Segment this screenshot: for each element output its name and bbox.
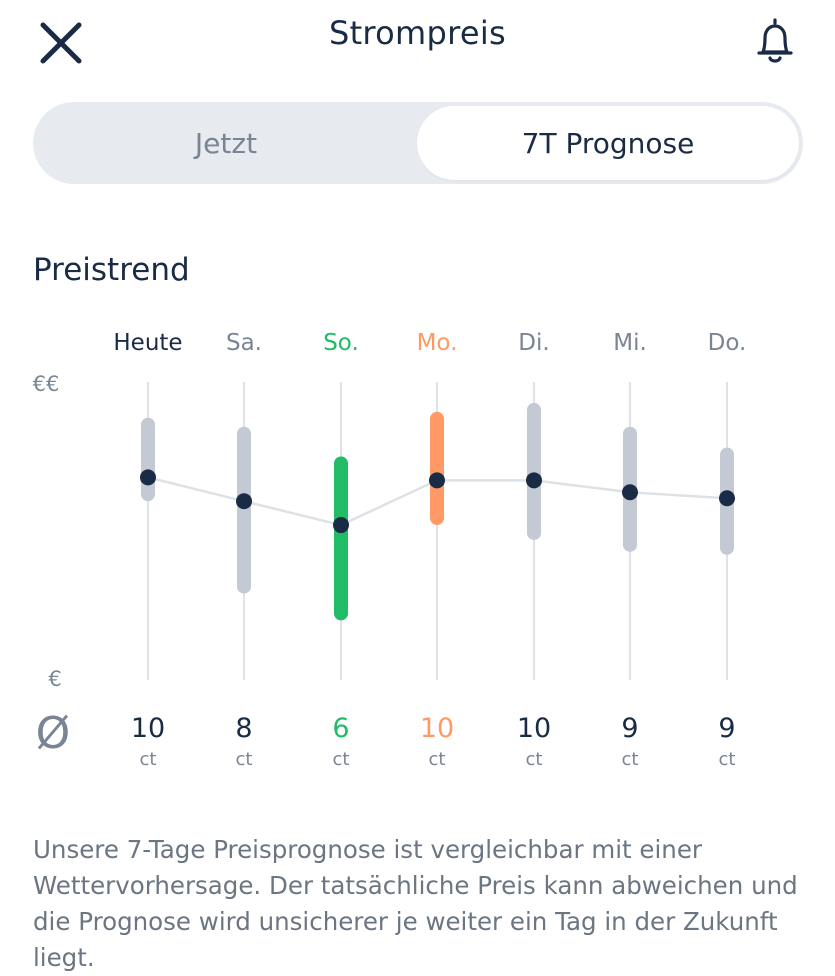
day-label: Sa. <box>226 330 262 356</box>
forecast-description: Unsere 7-Tage Preisprognose ist vergleic… <box>33 835 798 972</box>
average-price-dot <box>429 472 445 489</box>
day-label: So. <box>323 330 359 356</box>
price-range-bar <box>141 417 155 502</box>
day-label: Heute <box>113 330 182 356</box>
y-axis-low-label: € <box>48 667 61 691</box>
tab-jetzt[interactable]: Jetzt <box>194 126 258 160</box>
view-toggle: Jetzt 7T Prognose <box>33 102 803 184</box>
price-trend-chart: €€€Heute Sa. So. Mo. Di. Mi. Do.10ct8ct6ct10ct… <box>33 330 747 770</box>
average-price-dot <box>526 472 542 489</box>
notifications-button[interactable] <box>748 14 802 68</box>
close-icon <box>40 22 82 64</box>
average-symbol-icon: Ø <box>36 708 71 759</box>
bell-icon <box>757 18 793 63</box>
average-price-dot <box>333 517 349 534</box>
average-price-unit: ct <box>429 749 446 770</box>
day-label: Di. <box>518 330 549 356</box>
section-title: Preistrend <box>33 252 190 288</box>
average-price-unit: ct <box>622 749 639 770</box>
tab-7t-prognose[interactable]: 7T Prognose <box>417 106 799 180</box>
average-price-value: 9 <box>621 713 638 744</box>
price-range-bar <box>334 456 348 621</box>
top-bar: Strompreis <box>0 0 835 80</box>
page-title: Strompreis <box>328 14 507 52</box>
average-price-value: 10 <box>517 713 551 744</box>
price-range-bar <box>430 411 444 526</box>
average-price-unit: ct <box>236 749 253 770</box>
price-range-bar <box>527 402 541 540</box>
average-price-value: 8 <box>235 713 252 744</box>
price-range-bar <box>237 426 251 594</box>
average-price-value: 10 <box>420 713 454 744</box>
average-price-unit: ct <box>719 749 736 770</box>
average-price-value: 10 <box>131 713 165 744</box>
average-price-unit: ct <box>526 749 543 770</box>
average-price-dot <box>140 469 156 486</box>
close-button[interactable] <box>36 18 86 68</box>
average-price-dot <box>622 484 638 501</box>
average-price-value: 9 <box>718 713 735 744</box>
day-label: Mi. <box>613 330 647 356</box>
day-label: Do. <box>708 330 747 356</box>
y-axis-high-label: €€ <box>33 372 60 396</box>
average-price-unit: ct <box>333 749 350 770</box>
average-price-dot <box>236 493 252 510</box>
day-label: Mo. <box>417 330 458 356</box>
average-price-dot <box>719 490 735 507</box>
average-price-value: 6 <box>332 713 349 744</box>
average-price-unit: ct <box>140 749 157 770</box>
